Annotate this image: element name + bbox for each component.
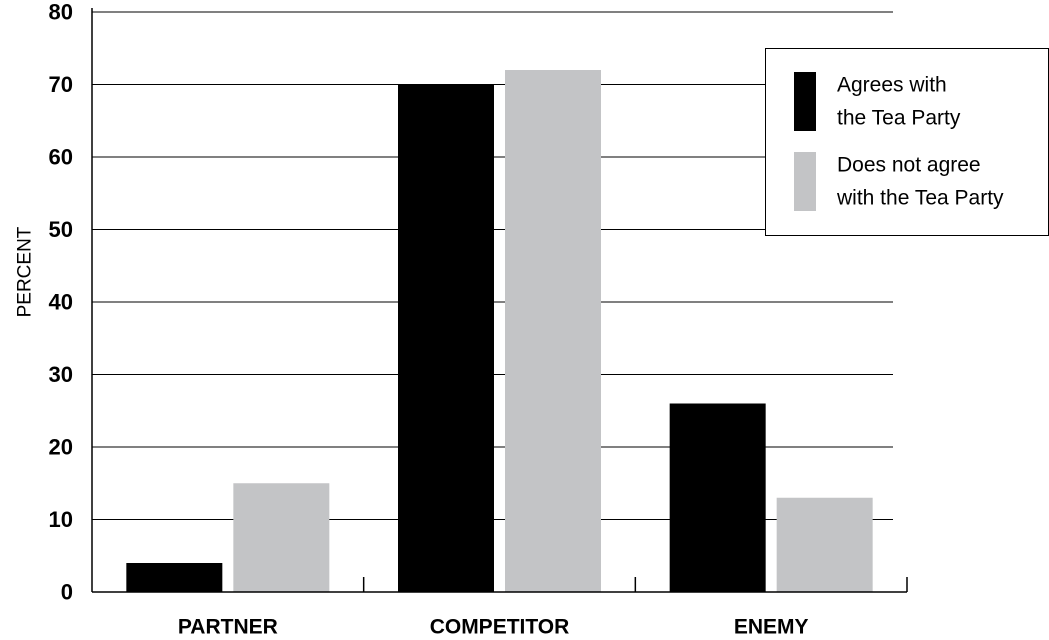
bar-enemy-series-2 [776,497,873,592]
legend-swatch-1 [794,72,816,131]
bar-competitor-series-2 [505,70,601,592]
x-axis-categories: PARTNER COMPETITOR ENEMY [178,616,809,639]
y-axis-title: PERCENT [15,226,36,317]
legend-label-2-line-2: with the Tea Party [836,187,1004,210]
y-tick-label-10: 10 [49,507,73,532]
y-tick-label-60: 60 [49,145,73,170]
y-tick-label-0: 0 [61,580,73,605]
legend-label-1-line-1: Agrees with [837,74,947,97]
y-tick-label-30: 30 [49,362,73,387]
y-axis-ticks: 0 10 20 30 40 50 60 70 80 [49,0,73,605]
bar-partner-series-1 [126,563,223,592]
legend: Agrees with the Tea Party Does not agree wi… [765,48,1049,236]
legend-swatch-2 [794,152,816,211]
bar-partner-series-2 [233,483,330,592]
y-tick-label-80: 80 [49,0,73,25]
x-category-label-competitor: COMPETITOR [430,616,570,639]
bars [126,70,873,592]
x-category-label-partner: PARTNER [178,616,278,639]
bar-competitor-series-1 [398,84,494,592]
y-tick-label-40: 40 [49,290,73,315]
y-tick-label-50: 50 [49,217,73,242]
legend-label-1-line-2: the Tea Party [837,107,961,130]
axes [91,8,908,593]
legend-label-2-line-1: Does not agree [837,154,981,177]
y-tick-label-20: 20 [49,435,73,460]
bar-enemy-series-1 [669,403,766,592]
y-tick-label-70: 70 [49,72,73,97]
x-category-label-enemy: ENEMY [734,616,809,639]
